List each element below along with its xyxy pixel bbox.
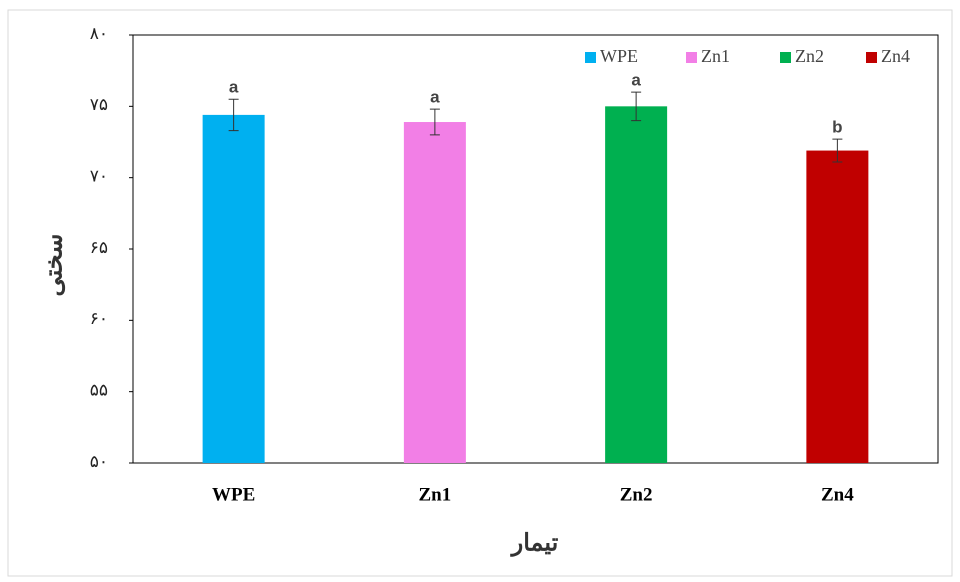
- x-tick-label: Zn4: [821, 484, 854, 505]
- legend-label: WPE: [600, 46, 638, 66]
- y-tick-label: ۷۰: [90, 167, 108, 186]
- legend-swatch: [585, 52, 596, 63]
- legend-label: Zn1: [701, 46, 730, 66]
- chart-frame: [7, 9, 953, 577]
- legend-label: Zn2: [795, 46, 824, 66]
- error-bar: [228, 98, 239, 132]
- legend-swatch: [780, 52, 791, 63]
- legend-swatch: [866, 52, 877, 63]
- y-tick-label: ۸۰: [90, 24, 108, 43]
- y-tick-label: ۷۵: [90, 95, 108, 114]
- error-bar: [429, 108, 440, 136]
- significance-letter: b: [832, 118, 842, 137]
- x-tick-label: Zn2: [620, 484, 653, 505]
- x-tick-label: WPE: [212, 484, 255, 505]
- bar: [605, 106, 668, 463]
- significance-letter: a: [430, 88, 440, 107]
- error-bar: [832, 138, 843, 163]
- x-tick-label: Zn1: [419, 484, 452, 505]
- x-axis-label: تیمار: [510, 531, 559, 558]
- legend-swatch: [686, 52, 697, 63]
- significance-letter: a: [229, 78, 239, 97]
- legend-label: Zn4: [881, 46, 910, 66]
- significance-letter: a: [631, 71, 641, 90]
- y-tick-label: ۶۰: [90, 309, 108, 328]
- bar: [806, 150, 869, 463]
- y-tick-label: ۵۵: [90, 381, 108, 400]
- y-axis-label: سختی: [42, 234, 68, 297]
- y-tick-label: ۵۰: [90, 452, 108, 471]
- bar: [202, 114, 265, 463]
- bar: [403, 122, 466, 463]
- error-bar: [631, 91, 642, 122]
- y-tick-label: ۶۵: [90, 238, 108, 257]
